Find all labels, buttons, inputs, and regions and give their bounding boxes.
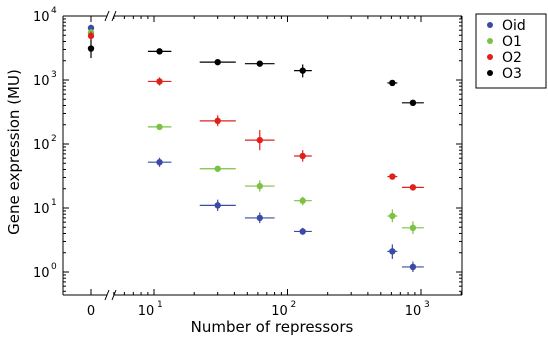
y-tick-label-exponent: 1 [51, 198, 57, 208]
legend-label-oid: Oid [502, 18, 526, 34]
o2-data-point [256, 136, 263, 144]
y-tick-label: 10 [33, 10, 50, 25]
x-tick-label: 10 [271, 304, 288, 319]
y-tick-label-exponent: 3 [51, 70, 57, 80]
x-tick-label: 10 [138, 304, 155, 319]
oid-data-point [389, 248, 396, 255]
o1-data-point [156, 123, 163, 131]
x-tick-label: 10 [405, 304, 422, 319]
oid-data-point [299, 228, 306, 235]
x-tick-label: 0 [87, 304, 95, 319]
o2-data-point [389, 173, 396, 180]
y-tick-label: 10 [33, 202, 50, 217]
o2-data-point [409, 184, 417, 191]
bottom-axis-break [104, 289, 117, 301]
legend-marker-o2 [487, 54, 493, 60]
o1-data-point [256, 182, 263, 190]
o3-data-point [256, 60, 263, 67]
data-marks [87, 24, 424, 272]
x-tick-label-exponent: 1 [157, 300, 163, 310]
axes-frame [62, 10, 463, 301]
y-tick-label: 10 [33, 74, 50, 89]
oid-data-point [214, 202, 221, 209]
o2-data-point [214, 117, 221, 125]
o3-data-point [87, 45, 95, 52]
o3-data-point [409, 99, 417, 107]
x-tick-label-exponent: 3 [424, 300, 430, 310]
o3-data-point [156, 48, 163, 55]
o2-data-point [87, 32, 95, 40]
o1-data-point [214, 165, 221, 172]
o1-data-point [409, 224, 417, 232]
top-axis-break [104, 10, 117, 22]
o1-data-point [299, 197, 306, 204]
legend-label-o1: O1 [502, 34, 522, 50]
o2-data-point [299, 152, 306, 160]
y-tick-label: 10 [33, 266, 50, 281]
legend-label-o2: O2 [502, 50, 522, 66]
oid-data-point [87, 24, 95, 32]
o3-data-point [389, 79, 396, 87]
y-axis-label: Gene expression (MU) [5, 69, 23, 235]
o3-data-point [214, 58, 221, 66]
o1-data-point [389, 212, 396, 220]
oid-data-point [409, 263, 417, 271]
x-tick-label-exponent: 2 [291, 300, 297, 310]
axis-ticks: 10 010 110 210 310 40 10 1 10 2 10 3 [33, 6, 462, 319]
legend-label-o3: O3 [502, 66, 522, 82]
legend-marker-o1 [487, 38, 493, 44]
y-tick-label-exponent: 0 [51, 262, 57, 272]
x-axis-label: Number of repressors [191, 318, 354, 336]
o2-data-point [156, 78, 163, 85]
legend-marker-o3 [487, 70, 493, 76]
oid-data-point [156, 158, 163, 166]
o3-data-point [299, 67, 306, 74]
y-tick-label-exponent: 2 [51, 134, 57, 144]
y-tick-label: 10 [33, 138, 50, 153]
legend-marker-oid [487, 22, 493, 28]
oid-data-point [256, 214, 263, 222]
y-tick-label-exponent: 4 [51, 6, 57, 16]
